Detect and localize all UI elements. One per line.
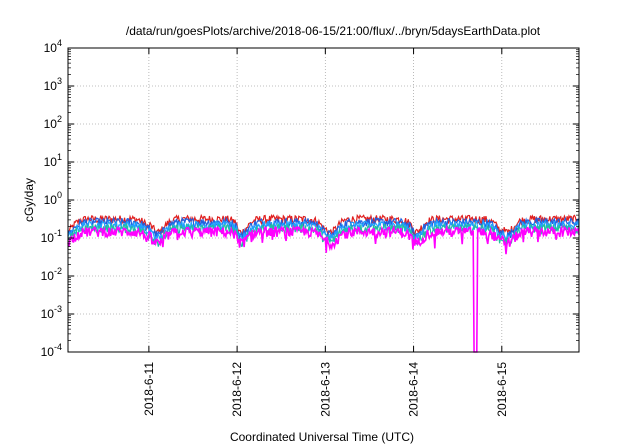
grid (68, 48, 579, 352)
series-group (67, 213, 580, 353)
chart-title: /data/run/goesPlots/archive/2018-06-15/2… (126, 24, 541, 38)
y-tick-label: 104 (44, 38, 62, 55)
x-axis-title: Coordinated Universal Time (UTC) (230, 430, 414, 444)
y-tick-label: 100 (44, 190, 62, 207)
y-tick-label: 103 (44, 76, 62, 93)
y-tick-label: 102 (44, 114, 62, 131)
x-ticks: 2018-6-11 2018-6-12 2018-6-13 2018-6-14 2018… (142, 48, 509, 417)
series-line (67, 213, 580, 237)
y-tick-label: 101 (44, 152, 62, 169)
series-line (67, 219, 580, 243)
y-tick-label: 10-4 (41, 342, 62, 359)
series-line (67, 224, 580, 353)
x-tick-label: 2018-6-11 (142, 362, 156, 416)
y-tick-label: 10-3 (41, 304, 62, 321)
x-tick-label: 2018-6-14 (407, 362, 421, 417)
y-tick-label: 10-2 (41, 266, 62, 283)
x-tick-label: 2018-6-12 (230, 362, 244, 417)
y-axis-title: cGy/day (22, 178, 36, 222)
x-tick-label: 2018-6-15 (495, 362, 509, 417)
y-tick-label: 10-1 (41, 228, 62, 245)
series-line (67, 222, 580, 247)
x-tick-label: 2018-6-13 (318, 362, 332, 417)
y-ticks: 104 103 102 101 100 10-1 10-2 10-3 10-4 (41, 38, 579, 359)
